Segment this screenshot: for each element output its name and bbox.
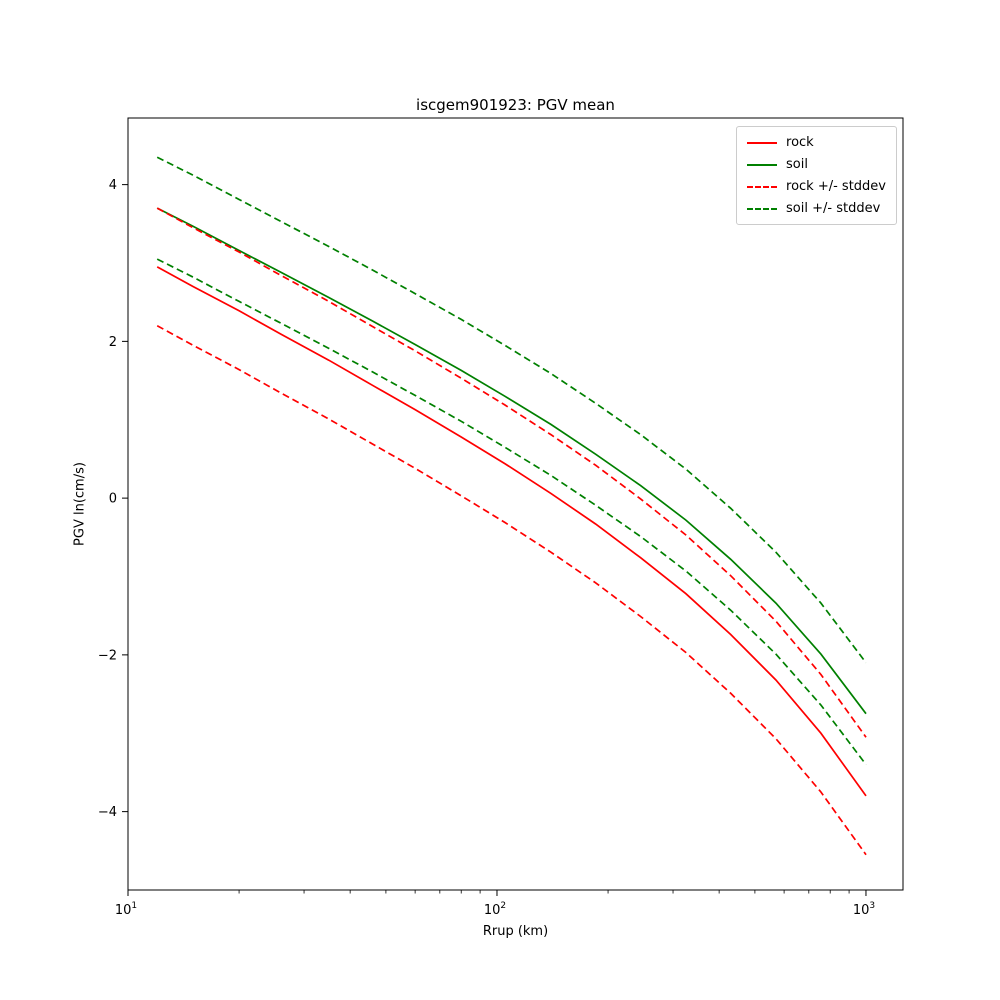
legend-entry-soil: soil bbox=[747, 156, 886, 173]
legend-line-sample bbox=[747, 185, 778, 188]
y-tick-label: 4 bbox=[109, 178, 117, 193]
legend-line-sample bbox=[747, 141, 778, 144]
y-axis-label: PGV ln(cm/s) bbox=[72, 462, 88, 546]
series-soil-stddev bbox=[156, 156, 867, 664]
series-soil-stddev bbox=[156, 258, 867, 766]
x-tick-label: 102 bbox=[484, 901, 506, 918]
legend-label: rock +/- stddev bbox=[786, 179, 886, 194]
y-tick-label: 2 bbox=[109, 335, 117, 350]
legend-line-sample bbox=[747, 207, 778, 210]
x-tick-label: 103 bbox=[853, 901, 875, 918]
axes-spines bbox=[127, 117, 904, 891]
series-rock bbox=[156, 266, 867, 797]
legend-entry-soil-stddev: soil +/- stddev bbox=[747, 200, 886, 217]
series-rock-stddev bbox=[156, 324, 867, 856]
series-soil bbox=[156, 207, 867, 715]
x-tick-label: 101 bbox=[115, 901, 137, 918]
x-axis-label: Rrup (km) bbox=[482, 924, 549, 939]
series-rock-stddev bbox=[156, 207, 867, 738]
y-tick-label: −4 bbox=[98, 805, 117, 820]
chart-title: iscgem901923: PGV mean bbox=[416, 96, 615, 114]
legend-entry-rock: rock bbox=[747, 134, 886, 151]
y-tick-label: −2 bbox=[98, 648, 117, 663]
legend: rock soil rock +/- stddev soil +/- stdde… bbox=[736, 126, 897, 225]
legend-label: rock bbox=[786, 135, 814, 150]
legend-label: soil +/- stddev bbox=[786, 201, 881, 216]
legend-label: soil bbox=[786, 157, 808, 172]
legend-entry-rock-stddev: rock +/- stddev bbox=[747, 178, 886, 195]
legend-line-sample bbox=[747, 163, 778, 166]
y-tick-label: 0 bbox=[109, 492, 117, 507]
